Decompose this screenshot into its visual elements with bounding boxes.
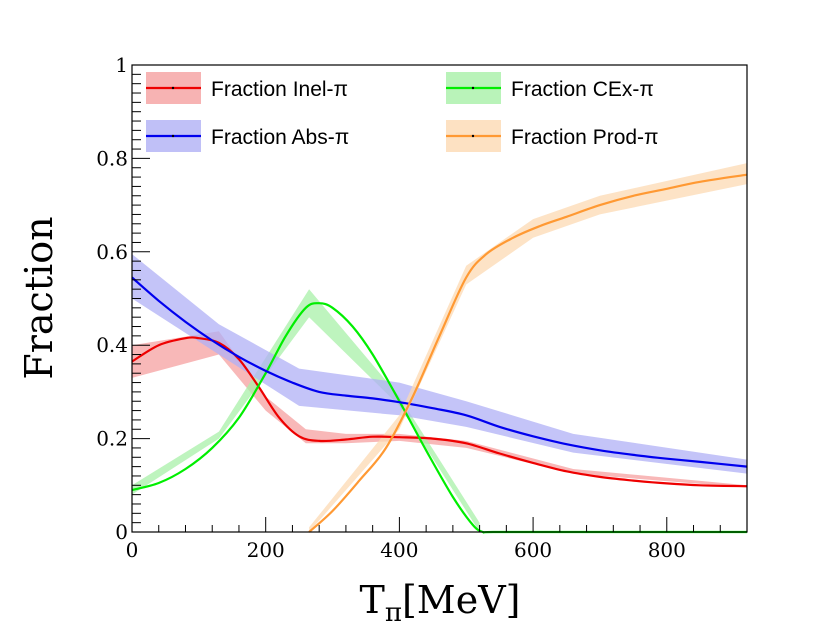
legend-label-fraction-cex: Fraction CEx-π xyxy=(511,78,654,101)
x-axis-title: Tπ[MeV] xyxy=(360,578,521,624)
y-tick-label: 0.6 xyxy=(96,240,128,264)
legend-marker-fraction-inel xyxy=(171,86,175,90)
legend-label-fraction-inel: Fraction Inel-π xyxy=(211,78,348,101)
y-tick-label: 0.4 xyxy=(96,333,128,357)
axis-ticks xyxy=(131,64,748,533)
y-tick-label: 0.8 xyxy=(96,146,128,170)
line-fraction-abs xyxy=(131,276,748,468)
line-fraction-prod xyxy=(308,173,748,533)
band-fraction-inel xyxy=(132,331,747,488)
y-tick-label: 1 xyxy=(115,53,128,77)
y-tick-label: 0.2 xyxy=(96,427,128,451)
x-axis-title-unit: [MeV] xyxy=(402,578,521,622)
legend: Fraction Inel-π Fraction CEx-π Fraction Ab… xyxy=(146,72,659,152)
x-axis-title-subscript: π xyxy=(385,598,402,624)
y-tick-label: 0 xyxy=(115,520,128,544)
legend-marker-fraction-abs xyxy=(171,134,175,138)
legend-marker-fraction-cex xyxy=(471,86,475,90)
x-tick-label: 400 xyxy=(380,538,418,562)
band-fraction-prod xyxy=(309,163,747,532)
legend-label-fraction-prod: Fraction Prod-π xyxy=(511,126,659,149)
x-axis-title-main: T xyxy=(360,578,385,622)
legend-label-fraction-abs: Fraction Abs-π xyxy=(211,126,349,149)
uncertainty-bands xyxy=(132,163,747,532)
axis-tick-labels: 0 200 400 600 800 0 0.2 0.4 0.6 0.8 1 xyxy=(96,53,686,562)
x-tick-label: 200 xyxy=(247,538,285,562)
x-tick-label: 0 xyxy=(126,538,139,562)
legend-marker-fraction-prod xyxy=(471,134,475,138)
band-fraction-abs xyxy=(132,254,747,474)
x-tick-label: 600 xyxy=(514,538,552,562)
y-axis-title: Fraction xyxy=(17,216,61,379)
x-tick-label: 800 xyxy=(648,538,686,562)
